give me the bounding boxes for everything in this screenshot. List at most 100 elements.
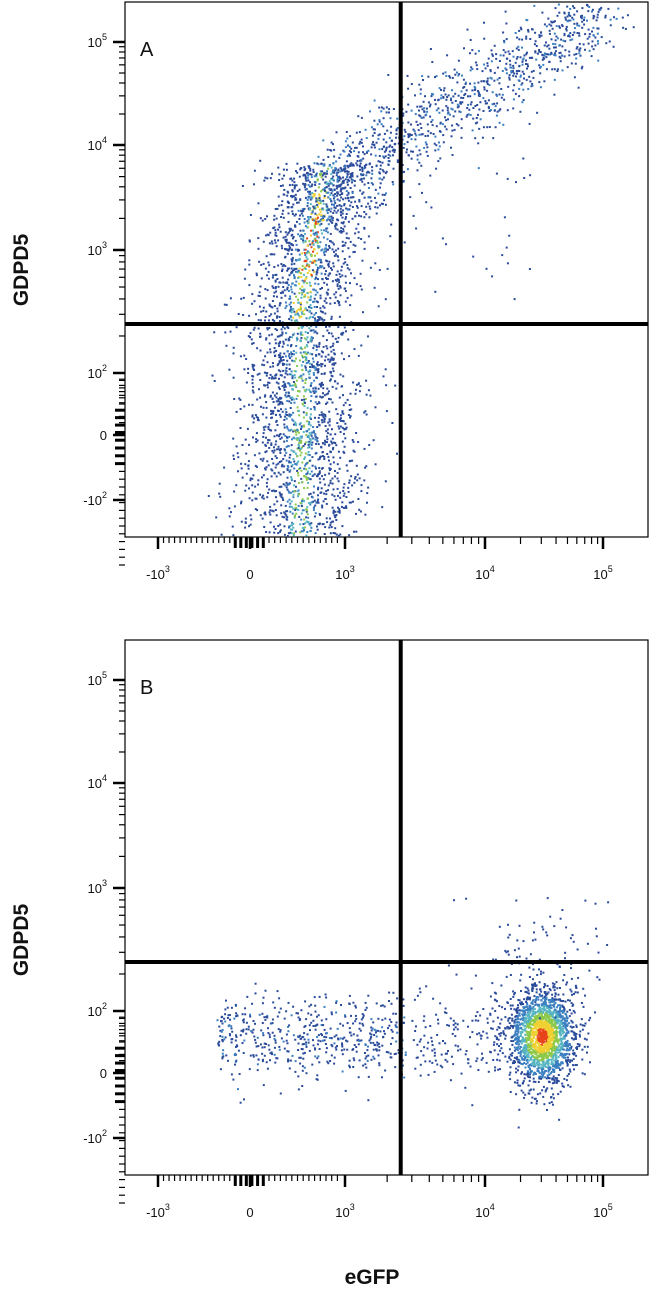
event-dot: [518, 29, 521, 32]
event-dot: [566, 1056, 569, 1059]
event-dot: [256, 398, 259, 401]
event-dot: [561, 45, 564, 48]
event-dot: [299, 333, 302, 336]
event-dot: [294, 248, 297, 251]
event-dot: [310, 526, 313, 529]
event-dot: [291, 528, 294, 531]
event-dot: [362, 311, 364, 314]
event-dot: [382, 375, 385, 378]
event-dot: [322, 208, 325, 211]
event-dot: [348, 479, 351, 482]
event-dot: [306, 435, 309, 438]
event-dot: [211, 374, 214, 377]
event-dot: [336, 180, 339, 183]
event-dot: [303, 518, 306, 521]
event-dot: [522, 157, 525, 160]
event-dot: [330, 166, 333, 169]
event-dot: [522, 57, 525, 60]
event-dot: [464, 92, 467, 95]
event-dot: [446, 106, 449, 109]
event-dot: [275, 514, 278, 517]
event-dot: [288, 460, 291, 463]
event-dot: [310, 444, 313, 446]
event-dot: [364, 410, 367, 413]
event-dot: [519, 1046, 522, 1048]
event-dot: [505, 72, 508, 75]
event-dot: [295, 485, 297, 488]
event-dot: [293, 310, 296, 313]
event-dot: [622, 26, 625, 29]
event-dot: [526, 1011, 529, 1014]
event-dot: [300, 374, 303, 377]
event-dot: [276, 307, 279, 310]
event-dot: [416, 158, 419, 161]
event-dot: [553, 1068, 556, 1071]
event-dot: [527, 65, 529, 68]
event-dot: [339, 177, 342, 180]
event-dot: [522, 72, 525, 75]
event-dot: [532, 1040, 535, 1043]
event-dot: [253, 169, 256, 172]
event-dot: [572, 1058, 575, 1061]
event-dot: [493, 71, 496, 74]
event-dot: [547, 999, 550, 1001]
event-dot: [293, 451, 296, 454]
event-dot: [287, 290, 290, 292]
event-dot: [296, 455, 299, 458]
event-dot: [305, 473, 308, 476]
event-dot: [331, 493, 334, 496]
event-dot: [283, 465, 286, 468]
event-dot: [288, 339, 291, 342]
event-dot: [518, 1051, 521, 1054]
event-dot: [559, 1024, 561, 1027]
event-dot: [245, 472, 248, 475]
event-dot: [463, 86, 466, 88]
event-dot: [321, 467, 323, 470]
event-dot: [290, 248, 293, 251]
event-dot: [357, 354, 360, 357]
event-dot: [286, 399, 289, 402]
event-dot: [512, 990, 515, 993]
event-dot: [287, 206, 290, 209]
event-dot: [324, 273, 327, 276]
event-dot: [316, 240, 319, 242]
event-dot: [318, 383, 321, 386]
event-dot: [327, 156, 330, 158]
event-dot: [314, 416, 316, 419]
event-dot: [302, 499, 305, 502]
event-dot: [325, 325, 327, 328]
event-dot: [329, 379, 332, 382]
event-dot: [544, 1018, 547, 1021]
event-dot: [313, 180, 316, 183]
event-dot: [355, 227, 358, 230]
event-dot: [299, 351, 302, 354]
event-dot: [339, 189, 342, 192]
event-dot: [533, 1032, 536, 1035]
event-dot: [301, 235, 304, 237]
event-dot: [305, 344, 308, 347]
event-dot: [228, 368, 231, 371]
event-dot: [275, 463, 278, 466]
event-dot: [331, 375, 334, 378]
event-dot: [532, 1080, 535, 1083]
event-dot: [576, 24, 579, 27]
event-dot: [277, 239, 280, 242]
event-dot: [215, 516, 218, 519]
event-dot: [303, 252, 306, 254]
event-dot: [274, 286, 277, 288]
event-dot: [568, 35, 571, 38]
event-dot: [332, 265, 335, 268]
event-dot: [587, 1032, 590, 1035]
event-dot: [580, 67, 583, 70]
event-dot: [304, 307, 307, 310]
event-dot: [304, 225, 307, 228]
event-dot: [540, 31, 542, 34]
event-dot: [282, 380, 285, 383]
event-dot: [370, 153, 373, 156]
plot-frame: [124, 639, 649, 1176]
event-dot: [346, 155, 349, 158]
event-dot: [308, 265, 311, 268]
event-dot: [350, 147, 353, 150]
event-dot: [303, 260, 306, 263]
event-dot: [340, 333, 343, 336]
